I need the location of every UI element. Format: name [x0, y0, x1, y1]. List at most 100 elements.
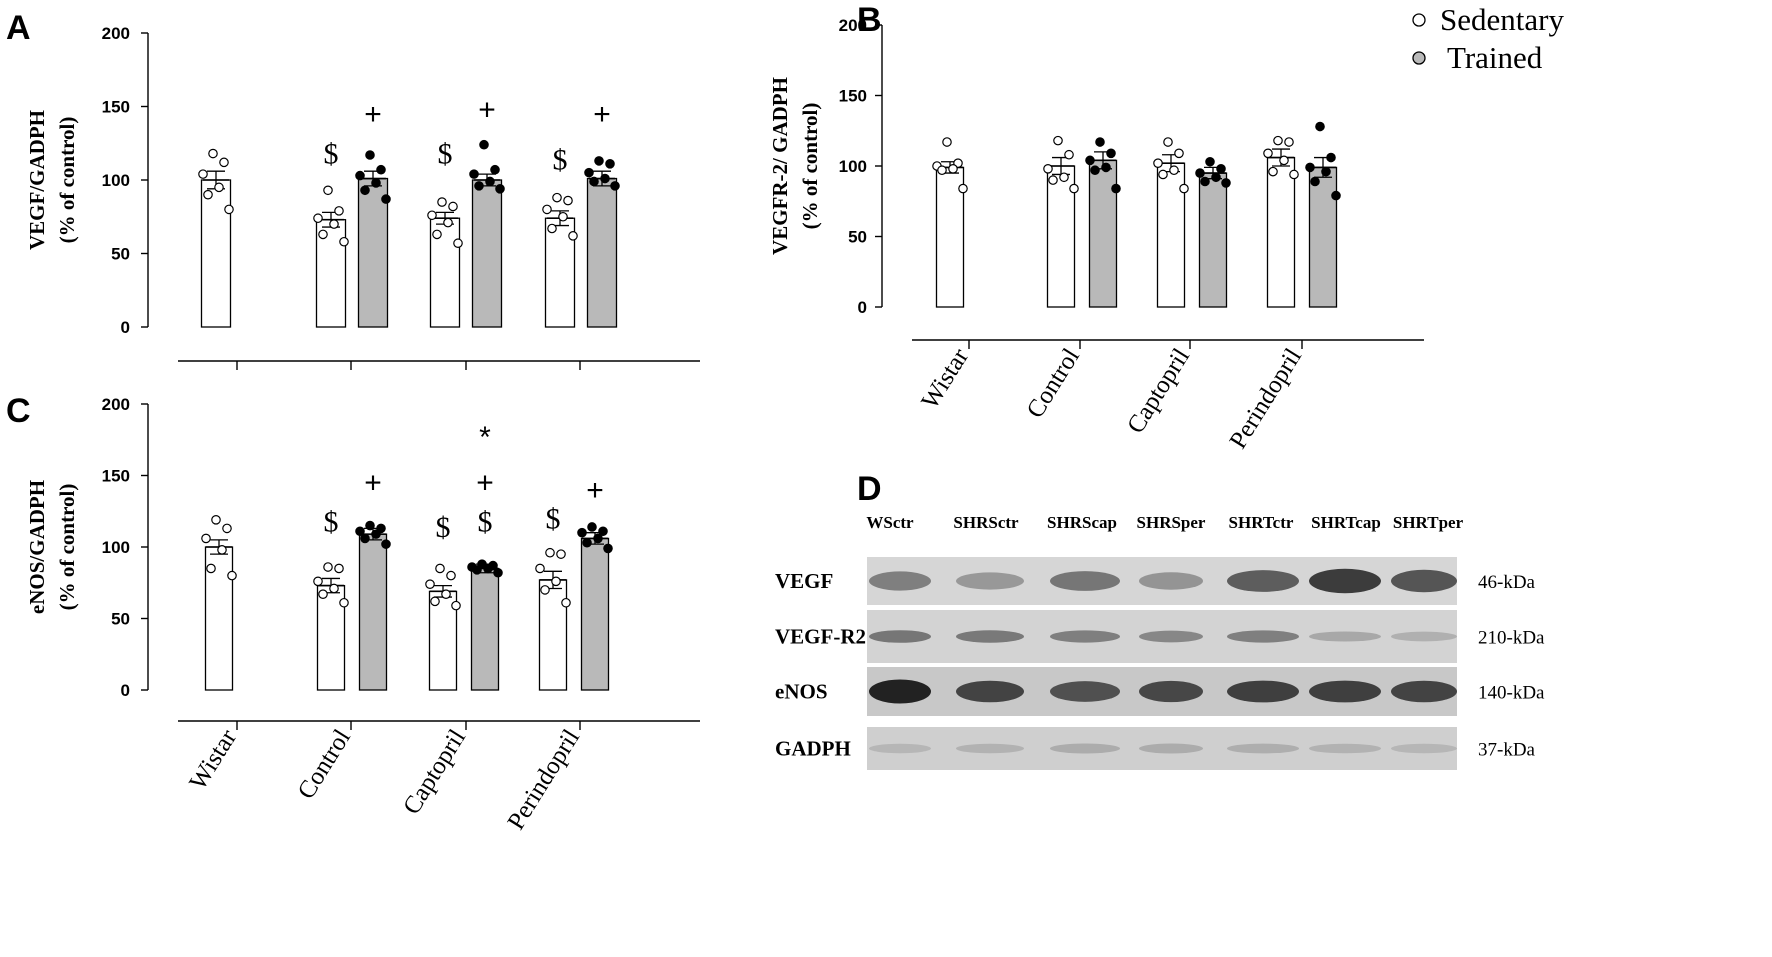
blot-band-vegf: [1227, 570, 1299, 592]
data-point-trained-b: [1106, 148, 1116, 159]
bar-trained-c: [470, 567, 500, 691]
data-point-sedentary-b: [1273, 135, 1283, 146]
data-point-sedentary-c: [446, 570, 456, 581]
lane-label: SHRSctr: [953, 513, 1019, 532]
y-tick-label-c: 200: [102, 395, 130, 414]
bar-trained-b: [1198, 172, 1228, 308]
blot-protein-label: eNOS: [775, 680, 828, 704]
western-blot: WSctr SHRSctr SHRScap SHRSper SHRTctr SHRTcap…: [775, 513, 1545, 770]
data-point-sedentary-c: [535, 563, 545, 574]
data-point-trained-c: [587, 522, 597, 532]
data-point-sedentary-c: [201, 533, 211, 544]
data-point-sedentary-a: [339, 236, 349, 247]
data-point-trained-c: [360, 533, 370, 544]
data-point-sedentary-b: [942, 137, 952, 147]
lane-label: SHRScap: [1047, 513, 1117, 532]
data-point-sedentary-a: [214, 182, 224, 193]
data-point-sedentary-c: [217, 545, 227, 555]
blot-band-vegf: [869, 571, 931, 591]
data-point-sedentary-c: [430, 596, 440, 607]
data-point-sedentary-b: [948, 164, 958, 174]
data-point-sedentary-c: [540, 585, 550, 595]
data-point-sedentary-a: [563, 195, 573, 206]
panel-label-a: A: [6, 9, 31, 47]
data-point-sedentary-c: [323, 562, 333, 572]
data-point-trained-a: [490, 164, 500, 175]
y-tick-label-b: 200: [839, 16, 867, 35]
y-axis-title-a: VEGF/GADPH: [25, 110, 49, 250]
y-axis-title-b: VEGFR-2/ GADPH: [768, 77, 792, 255]
y-tick-label-b: 150: [839, 87, 867, 106]
significance-dollar-c: $: [324, 505, 339, 538]
y-tick-label-a: 100: [102, 171, 130, 190]
blot-band-gadph: [1050, 743, 1120, 754]
data-point-sedentary-b: [1289, 169, 1299, 180]
significance-dollar-c: $: [546, 502, 561, 535]
y-tick-label-b: 50: [848, 228, 867, 247]
blot-band-enos: [1309, 680, 1381, 703]
data-point-sedentary-c: [556, 549, 566, 559]
data-point-trained-c: [598, 526, 608, 537]
data-point-sedentary-a: [542, 204, 552, 215]
data-point-trained-a: [605, 159, 615, 169]
bar-sedentary-a: [200, 179, 232, 328]
data-point-sedentary-c: [329, 583, 339, 594]
x-category-label-b: Wistar: [916, 343, 974, 414]
significance-plus-c: +: [364, 467, 382, 500]
blot-band-gadph: [1391, 743, 1457, 754]
blot-size-label: 46-kDa: [1478, 572, 1536, 593]
bar-sedentary-c: [538, 579, 568, 691]
data-point-trained-b: [1195, 168, 1205, 178]
data-point-sedentary-b: [1153, 158, 1163, 168]
data-point-sedentary-c: [339, 597, 349, 608]
data-point-sedentary-a: [313, 213, 323, 224]
data-point-sedentary-b: [1043, 164, 1053, 174]
data-point-sedentary-c: [334, 563, 344, 574]
y-axis-subtitle-c: (% of control): [55, 484, 79, 611]
lane-label: SHRTcap: [1311, 513, 1381, 532]
data-point-sedentary-a: [208, 148, 218, 159]
data-point-sedentary-b: [1179, 183, 1189, 194]
data-point-trained-a: [371, 178, 381, 188]
legend: Sedentary Trained: [1412, 2, 1564, 75]
chart-b: 0 50 100 150 200 VEGFR-2/ GADPH (% of control)…: [768, 16, 1424, 454]
data-point-sedentary-a: [558, 211, 568, 222]
data-point-trained-a: [495, 184, 505, 194]
data-point-sedentary-a: [427, 210, 437, 221]
blot-band-gadph: [956, 743, 1024, 754]
data-point-trained-b: [1095, 137, 1105, 147]
data-point-sedentary-a: [198, 169, 208, 179]
significance-star-c: *: [479, 421, 491, 454]
data-point-sedentary-c: [551, 576, 561, 587]
data-point-trained-a: [594, 156, 604, 166]
data-point-sedentary-b: [1263, 148, 1273, 159]
data-point-sedentary-a: [318, 229, 328, 240]
significance-plus-a: +: [593, 98, 611, 131]
blot-size-label: 210-kDa: [1478, 628, 1545, 649]
data-point-trained-b: [1205, 156, 1215, 167]
blot-size-label: 140-kDa: [1478, 683, 1545, 704]
data-point-sedentary-b: [937, 165, 947, 176]
data-point-sedentary-c: [435, 563, 445, 574]
legend-trained-label: Trained: [1447, 40, 1543, 75]
panel-label-c: C: [6, 392, 31, 430]
data-point-trained-c: [355, 526, 365, 537]
blot-band-gadph: [869, 743, 931, 754]
blot-band-vegf: [1139, 572, 1203, 590]
x-category-label-c: Wistar: [184, 724, 242, 795]
y-tick-label-c: 50: [111, 610, 130, 629]
data-point-sedentary-c: [211, 515, 221, 525]
data-point-trained-a: [474, 181, 484, 191]
data-point-trained-c: [493, 567, 503, 578]
blot-size-label: 37-kDa: [1478, 740, 1536, 761]
blot-band-enos: [1227, 680, 1299, 703]
blot-band-vegf: [1050, 571, 1120, 591]
data-point-trained-a: [360, 185, 370, 196]
data-point-sedentary-c: [561, 597, 571, 608]
bar-trained-a: [471, 179, 503, 328]
data-point-sedentary-c: [425, 579, 435, 589]
bar-trained-c: [580, 537, 610, 691]
data-point-trained-b: [1211, 172, 1221, 183]
data-point-sedentary-a: [547, 223, 557, 234]
data-point-trained-b: [1326, 152, 1336, 163]
